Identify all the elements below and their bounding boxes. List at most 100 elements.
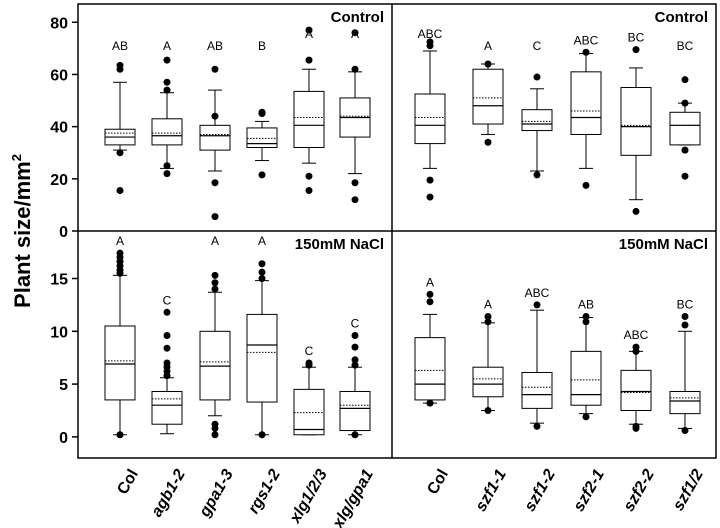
significance-label: ABC (418, 27, 443, 41)
outlier-point (681, 146, 689, 154)
y-tick-label: 80 (50, 15, 68, 32)
outlier-point (163, 170, 171, 178)
significance-label: C (305, 344, 314, 358)
box-bl-2: A (199, 234, 231, 439)
outlier-point (351, 343, 359, 351)
significance-label: C (163, 293, 172, 307)
outlier-point (484, 60, 492, 68)
box-iqr (151, 118, 183, 146)
outlier-point (351, 361, 359, 369)
box-tr-0: ABC (414, 27, 446, 201)
outlier-point (533, 422, 541, 430)
outlier-point (163, 308, 171, 316)
outlier-point (351, 179, 359, 187)
outlier-point (163, 359, 171, 367)
outlier-point (426, 38, 434, 46)
box-iqr (414, 93, 446, 145)
panel-bl: 150mM NaCl 0 5 10 15 A C A A C C (50, 234, 384, 447)
box-tl-4: A (293, 26, 325, 195)
significance-label: ABC (525, 286, 550, 300)
box-bl-4: C (293, 344, 325, 436)
significance-label: ABC (624, 328, 649, 342)
outlier-point (305, 56, 313, 64)
outlier-point (426, 290, 434, 298)
box-iqr (521, 371, 553, 409)
x-tick-label: gpa1-3 (196, 467, 237, 521)
significance-label: BC (677, 298, 694, 312)
box-tl-1: A (151, 39, 183, 178)
outlier-point (116, 61, 124, 69)
panel-br: 150mM NaCl A A ABC AB ABC BC (414, 236, 708, 435)
y-tick-label: 20 (50, 172, 68, 189)
outlier-point (681, 99, 689, 107)
significance-label: AB (207, 39, 223, 53)
outlier-point (116, 431, 124, 439)
box-br-3: AB (570, 298, 602, 421)
panel-title: 150mM NaCl (619, 236, 708, 253)
box-iqr (620, 369, 652, 411)
box-iqr (472, 68, 504, 125)
box-tr-5: BC (669, 39, 701, 180)
outlier-point (163, 86, 171, 94)
outlier-point (632, 207, 640, 215)
outlier-point (681, 76, 689, 84)
box-iqr (246, 313, 278, 403)
box-iqr (669, 390, 701, 415)
y-tick-label: 15 (50, 272, 68, 289)
significance-label: ABC (574, 33, 599, 47)
outlier-point (351, 196, 359, 204)
outlier-point (258, 268, 266, 276)
outlier-point (258, 108, 266, 116)
x-tick-label: Col (114, 467, 142, 498)
significance-label: C (533, 39, 542, 53)
significance-label: A (211, 234, 219, 248)
outlier-point (681, 313, 689, 321)
outlier-point (681, 427, 689, 435)
outlier-point (351, 332, 359, 340)
box-iqr (570, 350, 602, 406)
significance-label: B (258, 39, 266, 53)
y-tick-label: 60 (50, 67, 68, 84)
outlier-point (484, 318, 492, 326)
box-bl-0: A (104, 234, 136, 439)
box-bl-5: C (339, 317, 371, 439)
outlier-point (582, 313, 590, 321)
box-iqr (293, 90, 325, 149)
outlier-point (533, 73, 541, 81)
outlier-point (305, 26, 313, 34)
outlier-point (258, 275, 266, 283)
outlier-point (351, 431, 359, 439)
box-bl-3: A (246, 234, 278, 439)
significance-label: C (351, 317, 360, 331)
outlier-point (116, 249, 124, 257)
box-tl-0: AB (104, 39, 136, 195)
box-br-5: BC (669, 298, 701, 435)
box-iqr (521, 109, 553, 132)
box-tl-2: AB (199, 39, 231, 221)
outlier-point (582, 318, 590, 326)
x-tick-label: agb1-2 (148, 467, 189, 520)
significance-label: A (163, 39, 171, 53)
significance-label: A (305, 27, 313, 41)
outlier-point (163, 162, 171, 170)
outlier-point (163, 344, 171, 352)
outlier-point (426, 298, 434, 306)
x-tick-label: xlg1/2/3 (286, 467, 331, 527)
significance-label: BC (628, 31, 645, 45)
outlier-point (681, 321, 689, 329)
y-tick-label: 0 (59, 430, 68, 447)
box-iqr (472, 366, 504, 398)
significance-label: A (116, 234, 124, 248)
significance-label: AB (578, 298, 594, 312)
box-iqr (339, 390, 371, 432)
box-tl-5: A (339, 27, 371, 204)
significance-label: A (426, 275, 434, 289)
y-tick-label: 0 (59, 224, 68, 241)
y-axis-label-superscript: 2 (9, 154, 24, 161)
x-tick-label: rgs1-2 (245, 467, 284, 517)
outlier-point (632, 343, 640, 351)
box-br-1: A (472, 298, 504, 414)
box-iqr (293, 388, 325, 436)
outlier-point (116, 149, 124, 157)
